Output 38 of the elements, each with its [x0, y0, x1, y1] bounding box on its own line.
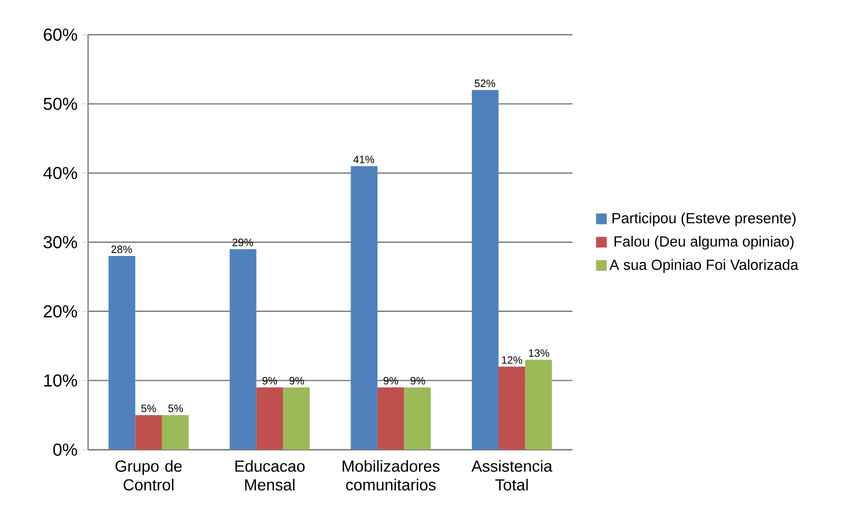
- x-tick-label: Educacao Mensal: [235, 460, 305, 490]
- y-tick-label: 10%: [44, 374, 78, 387]
- bar: [256, 387, 284, 450]
- x-tick-label: Grupo de Control: [116, 460, 182, 490]
- x-tick-label: Mobilizadores comunitarios: [342, 460, 440, 490]
- data-label: 28%: [111, 246, 132, 254]
- bar: [350, 166, 378, 450]
- bar: [377, 387, 404, 450]
- data-label: 9%: [410, 376, 426, 384]
- legend-label: Participou (Esteve presente): [612, 212, 796, 226]
- data-label: 9%: [262, 376, 278, 384]
- y-tick-label: 30%: [44, 236, 78, 248]
- bar: [404, 387, 431, 450]
- data-label: 9%: [290, 376, 304, 384]
- legend-label: Falou (Deu alguma opiniao): [614, 236, 794, 250]
- data-label: 13%: [529, 349, 550, 357]
- bar: [162, 415, 189, 450]
- y-tick-label: 50%: [44, 98, 78, 110]
- x-tick-label: Assistencia Total: [471, 460, 552, 490]
- bar: [135, 415, 162, 450]
- bar: [108, 256, 136, 450]
- y-tick-label: 40%: [43, 166, 78, 180]
- data-label: 41%: [353, 156, 374, 164]
- bar: [230, 249, 256, 450]
- data-label: 29%: [232, 238, 253, 246]
- legend-label: A sua Opiniao Foi Valorizada: [609, 259, 798, 273]
- data-label: 5%: [168, 404, 183, 412]
- bar: [498, 366, 526, 450]
- y-tick-label: 20%: [44, 305, 78, 318]
- y-tick-label: 60%: [44, 28, 78, 41]
- data-label: 5%: [141, 404, 156, 412]
- data-label: 12%: [502, 356, 522, 364]
- data-label: 52%: [474, 80, 496, 88]
- data-label: 9%: [384, 376, 398, 384]
- y-tick-label: 0%: [53, 444, 78, 456]
- bar: [525, 360, 552, 450]
- bar: [472, 90, 499, 450]
- bar: [283, 387, 310, 450]
